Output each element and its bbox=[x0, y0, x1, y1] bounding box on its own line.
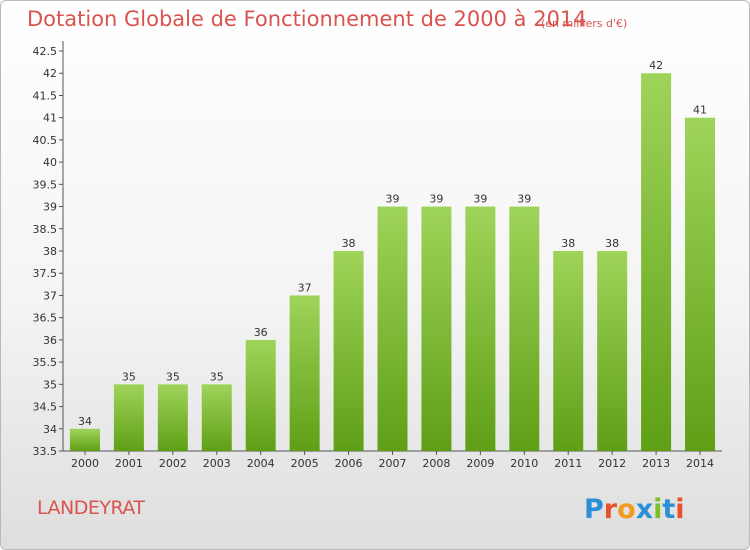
y-tick-label: 37 bbox=[43, 289, 57, 302]
y-tick-label: 41.5 bbox=[33, 89, 58, 102]
bar-value-label: 35 bbox=[166, 370, 180, 383]
y-tick-label: 39 bbox=[43, 201, 57, 214]
bar-value-label: 39 bbox=[429, 193, 443, 206]
bar-2012 bbox=[597, 251, 628, 451]
bar-value-label: 38 bbox=[561, 237, 575, 250]
x-tick-label: 2004 bbox=[247, 457, 275, 470]
commune-name: LANDEYRAT bbox=[37, 497, 145, 519]
y-tick-label: 39.5 bbox=[33, 178, 58, 191]
x-tick-label: 2005 bbox=[291, 457, 319, 470]
bar-2010 bbox=[509, 206, 540, 451]
y-tick-label: 40 bbox=[43, 156, 57, 169]
y-tick-label: 36 bbox=[43, 334, 57, 347]
x-tick-label: 2008 bbox=[422, 457, 450, 470]
bar-value-label: 39 bbox=[386, 193, 400, 206]
bars bbox=[69, 73, 716, 452]
y-tick-label: 33.5 bbox=[33, 445, 58, 458]
chart-title: Dotation Globale de Fonctionnement de 20… bbox=[27, 7, 587, 31]
bar-2005 bbox=[289, 295, 320, 451]
x-tick-label: 2011 bbox=[554, 457, 582, 470]
bar-2001 bbox=[113, 384, 144, 451]
bar-2014 bbox=[685, 117, 716, 452]
bar-value-label: 39 bbox=[517, 193, 531, 206]
bar-2013 bbox=[641, 73, 672, 451]
y-tick-label: 38.5 bbox=[33, 223, 58, 236]
bar-value-label: 42 bbox=[649, 59, 663, 72]
bar-value-label: 34 bbox=[78, 415, 92, 428]
x-tick-label: 2012 bbox=[598, 457, 626, 470]
bar-2006 bbox=[333, 251, 364, 451]
bar-value-label: 36 bbox=[254, 326, 268, 339]
y-tick-label: 38 bbox=[43, 245, 57, 258]
bar-value-label: 35 bbox=[210, 370, 224, 383]
y-tick-label: 35 bbox=[43, 378, 57, 391]
bar-2011 bbox=[553, 251, 584, 451]
bar-2004 bbox=[245, 339, 276, 451]
x-axis-ticks: 2000 2001 2002 2003 2004 2005 2006 2007 2008 2009… bbox=[71, 451, 714, 470]
bar-value-label: 35 bbox=[122, 370, 136, 383]
svg-text:Proxiti: Proxiti bbox=[584, 494, 685, 525]
bar-2008 bbox=[421, 206, 452, 451]
bar-2000 bbox=[69, 428, 100, 451]
bar-value-label: 39 bbox=[473, 193, 487, 206]
bar-value-label: 38 bbox=[605, 237, 619, 250]
x-tick-label: 2014 bbox=[686, 457, 714, 470]
y-tick-label: 42.5 bbox=[33, 45, 58, 58]
y-tick-label: 34.5 bbox=[33, 401, 58, 414]
y-tick-label: 37.5 bbox=[33, 267, 58, 280]
y-tick-label: 42 bbox=[43, 67, 57, 80]
y-tick-label: 36.5 bbox=[33, 312, 58, 325]
x-tick-label: 2007 bbox=[379, 457, 407, 470]
x-tick-label: 2006 bbox=[335, 457, 363, 470]
x-tick-label: 2009 bbox=[466, 457, 494, 470]
chart-unit: (en milliers d'€) bbox=[541, 17, 628, 30]
x-tick-label: 2000 bbox=[71, 457, 99, 470]
y-tick-label: 35.5 bbox=[33, 356, 58, 369]
bar-2002 bbox=[157, 384, 188, 451]
y-tick-label: 41 bbox=[43, 112, 57, 125]
y-tick-label: 40.5 bbox=[33, 134, 58, 147]
y-axis-ticks: 33.5 34 34.5 35 35.5 36 36.5 37 37.5 38 38.5 39 39.5… bbox=[33, 45, 63, 458]
bar-chart: 33.5 34 34.5 35 35.5 36 36.5 37 37.5 38 38.5 39 39.5… bbox=[33, 41, 722, 470]
x-tick-label: 2003 bbox=[203, 457, 231, 470]
proxiti-logo: Proxiti bbox=[584, 494, 685, 525]
bar-2009 bbox=[465, 206, 496, 451]
bar-labels: 34 35 35 35 36 37 38 39 39 39 39 38 38 42 41 bbox=[78, 59, 707, 428]
y-tick-label: 34 bbox=[43, 423, 57, 436]
x-tick-label: 2002 bbox=[159, 457, 187, 470]
x-tick-label: 2013 bbox=[642, 457, 670, 470]
bar-value-label: 41 bbox=[693, 104, 707, 117]
x-tick-label: 2001 bbox=[115, 457, 143, 470]
bar-value-label: 38 bbox=[342, 237, 356, 250]
bar-value-label: 37 bbox=[298, 281, 312, 294]
x-tick-label: 2010 bbox=[510, 457, 538, 470]
bar-2007 bbox=[377, 206, 408, 451]
bar-2003 bbox=[201, 384, 232, 451]
